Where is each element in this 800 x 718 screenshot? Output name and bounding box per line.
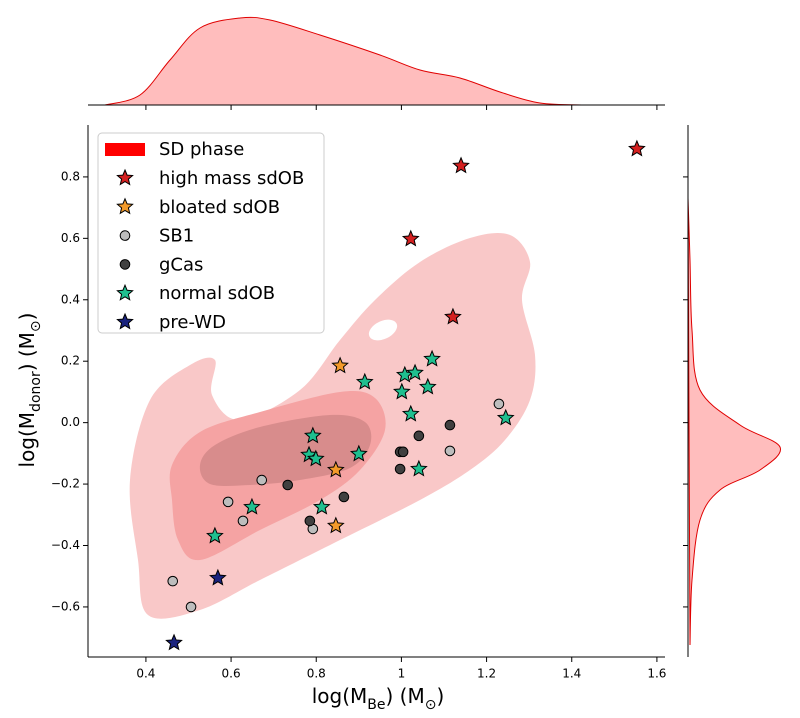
y-tick-label: −0.2 — [51, 477, 80, 491]
star-point — [410, 459, 428, 477]
circle-point — [444, 445, 456, 457]
star-point — [355, 372, 374, 390]
circle-point — [304, 515, 316, 527]
star-point — [406, 363, 424, 381]
circle-point — [394, 463, 406, 475]
label-part: ) — [436, 684, 444, 708]
star-point — [206, 526, 224, 544]
star-point — [306, 449, 325, 467]
star-point — [326, 460, 345, 478]
y-tick-label: 0.8 — [61, 169, 80, 183]
y-tick-label: 0.0 — [61, 415, 80, 429]
star-point — [326, 516, 345, 534]
x-tick-label: 1 — [398, 667, 406, 681]
circle-point — [185, 601, 197, 613]
label-part: donor — [28, 371, 44, 412]
legend-label: SD phase — [159, 139, 244, 160]
x-axis-label: log(MBe) (M⊙) — [312, 684, 445, 714]
star-point — [209, 568, 227, 586]
star-point — [116, 312, 134, 330]
legend-label: normal sdOB — [159, 283, 275, 304]
label-part: ) (M — [386, 684, 425, 708]
label-part: log(M — [15, 412, 39, 468]
star-point — [423, 349, 441, 367]
label-part: Be — [367, 697, 385, 713]
star-point — [303, 426, 322, 444]
x-tick-label: 1.6 — [647, 667, 666, 681]
x-tick-label: 0.8 — [307, 667, 326, 681]
label-part: log(M — [312, 684, 368, 708]
label-part: ⊙ — [425, 697, 437, 713]
circle-point — [493, 398, 505, 410]
star-point — [243, 497, 261, 515]
star-point — [418, 377, 437, 395]
circle-point — [444, 419, 456, 431]
legend-label: bloated sdOB — [159, 197, 280, 218]
y-tick-label: 0.6 — [61, 231, 80, 245]
legend-box — [97, 132, 325, 334]
circle-point — [119, 259, 131, 270]
label-part: ) — [15, 313, 39, 321]
legend-label: pre-WD — [159, 312, 226, 333]
circle-point — [119, 230, 131, 241]
star-point — [401, 229, 420, 247]
legend-label: SB1 — [159, 226, 194, 247]
y-tick-label: 0.2 — [61, 354, 80, 368]
circle-point — [237, 515, 249, 527]
circle-point — [413, 430, 425, 442]
star-point — [496, 408, 515, 426]
label-part: ) (M — [15, 332, 39, 371]
star-point — [628, 139, 646, 157]
y-axis-label: log(Mdonor) (M⊙) — [15, 313, 45, 468]
legend-label: high mass sdOB — [159, 168, 304, 189]
x-tick-label: 1.2 — [477, 667, 496, 681]
star-point — [392, 382, 411, 400]
star-point — [452, 156, 470, 174]
x-tick-label: 0.6 — [222, 667, 241, 681]
star-point — [116, 168, 134, 186]
legend-patch — [105, 143, 145, 156]
star-point — [401, 404, 420, 422]
star-point — [349, 444, 368, 462]
top-marginal — [104, 16, 586, 106]
star-point — [312, 497, 331, 515]
circle-point — [282, 479, 294, 491]
circle-point — [397, 446, 409, 458]
y-tick-label: 0.4 — [61, 292, 80, 306]
legend-label: gCas — [159, 254, 203, 275]
circle-point — [167, 575, 179, 587]
star-point — [165, 633, 183, 651]
label-part: ⊙ — [28, 320, 44, 332]
right-marginal — [687, 197, 782, 646]
star-point — [116, 283, 134, 301]
y-tick-label: −0.4 — [51, 538, 80, 552]
star-point — [444, 307, 462, 325]
x-tick-label: 1.4 — [562, 667, 581, 681]
circle-point — [338, 491, 350, 503]
density-hole — [368, 319, 398, 341]
star-point — [331, 356, 349, 374]
y-tick-label: −0.6 — [51, 599, 80, 613]
circle-point — [222, 496, 234, 508]
star-point — [116, 197, 134, 215]
x-tick-label: 0.4 — [136, 667, 155, 681]
circle-point — [256, 474, 268, 486]
